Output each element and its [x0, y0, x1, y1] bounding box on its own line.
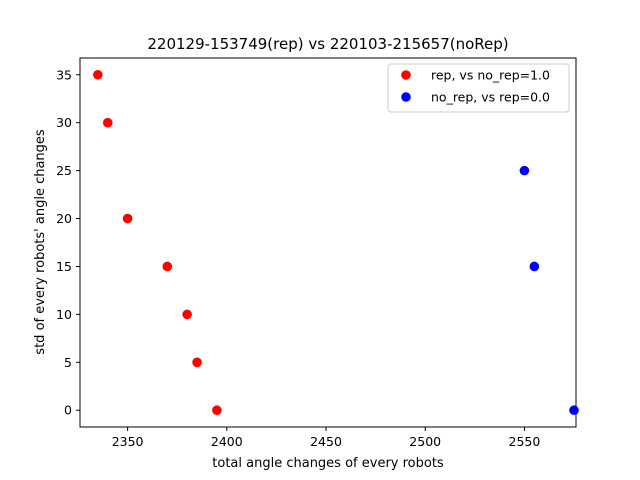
legend: rep, vs no_rep=1.0 no_rep, vs rep=0.0 — [387, 63, 570, 113]
data-point — [529, 261, 540, 272]
y-tick-label: 0 — [64, 403, 72, 418]
data-points — [93, 69, 579, 416]
legend-label: rep, vs no_rep=1.0 — [431, 68, 550, 83]
data-point — [192, 357, 202, 368]
data-point — [569, 405, 579, 416]
y-tick-label: 5 — [64, 355, 72, 370]
legend-box — [387, 63, 570, 113]
data-point — [162, 261, 173, 272]
y-tick-label: 10 — [56, 307, 72, 322]
x-tick-label: 2550 — [509, 434, 541, 449]
x-tick-label: 2500 — [409, 434, 441, 449]
chart-title: 220129-153749(rep) vs 220103-215657(noRe… — [147, 35, 508, 53]
y-axis-title: std of every robots' angle changes — [33, 129, 48, 355]
data-point — [102, 117, 113, 128]
data-point — [212, 405, 222, 416]
x-tick-label: 2450 — [310, 434, 342, 449]
plot-area — [79, 57, 577, 428]
data-point — [122, 213, 133, 224]
x-axis: 2350 2400 2450 2500 2550 — [112, 427, 541, 449]
data-point — [93, 69, 103, 80]
y-tick-label: 30 — [56, 115, 72, 130]
legend-marker — [401, 92, 411, 102]
legend-label: no_rep, vs rep=0.0 — [431, 90, 550, 105]
x-axis-title: total angle changes of every robots — [212, 456, 444, 471]
x-tick-label: 2400 — [211, 434, 243, 449]
data-point — [519, 165, 530, 176]
y-axis: 0 5 10 15 20 25 30 35 — [56, 67, 80, 418]
y-tick-label: 20 — [56, 211, 72, 226]
y-tick-label: 35 — [56, 67, 72, 82]
data-point — [182, 309, 192, 320]
legend-marker — [401, 70, 411, 80]
x-tick-label: 2350 — [112, 434, 144, 449]
y-tick-label: 15 — [56, 259, 72, 274]
y-tick-label: 25 — [56, 163, 72, 178]
